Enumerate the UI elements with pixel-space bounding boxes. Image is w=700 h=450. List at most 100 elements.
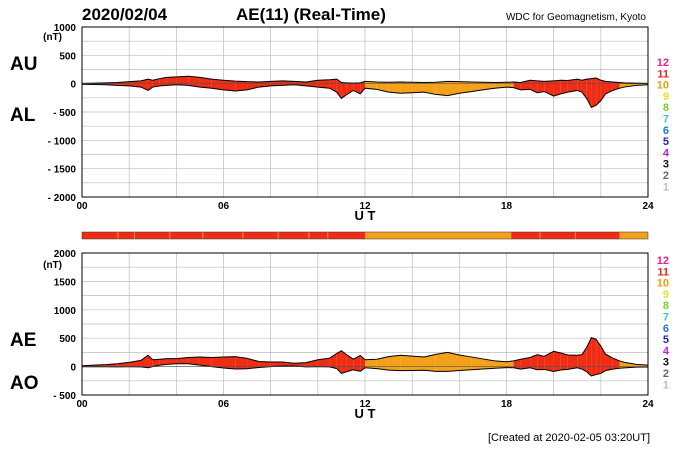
ae-ao-x-tick-label: 00 — [76, 399, 88, 410]
au-al-x-tick-label: 00 — [76, 201, 88, 212]
al-label: AL — [10, 105, 36, 126]
figure-date: 2020/02/04 — [82, 5, 168, 24]
ae-ao-range-band — [211, 356, 224, 369]
ae-ao-unit-label: (nT) — [43, 260, 62, 271]
au-al-range-band — [447, 81, 460, 96]
ae-ao-range-band — [596, 339, 601, 375]
station-availability-bar — [81, 231, 649, 240]
au-al-range-band — [223, 80, 236, 92]
ae-ao-y-ticks: 2000 1500 1000 500 0 - 500 — [53, 249, 76, 402]
au-al-range-band — [258, 81, 271, 88]
ae-ao-range-band — [270, 362, 283, 367]
ae-ao-range-band — [235, 356, 248, 370]
station-level-7: 7 — [663, 312, 669, 324]
ae-ao-y-tick-label: 500 — [59, 334, 76, 345]
ae-ao-range-band — [520, 357, 531, 370]
au-al-range-band — [553, 80, 561, 97]
au-al-x-tick-label: 18 — [501, 201, 513, 212]
station-level-7: 7 — [663, 114, 669, 126]
availability-tick — [242, 232, 244, 239]
ae-ao-x-tick-label: 18 — [501, 399, 513, 410]
au-al-range-band — [435, 81, 448, 96]
au-al-range-band — [282, 80, 295, 86]
station-level-1: 1 — [663, 379, 669, 391]
ao-label: AO — [10, 373, 39, 394]
au-al-range-band — [152, 78, 160, 88]
station-level-8: 8 — [663, 102, 669, 114]
au-label: AU — [10, 54, 37, 75]
ae-ao-x-tick-label: 12 — [359, 399, 371, 410]
au-al-range-band — [176, 76, 189, 86]
station-level-1: 1 — [663, 181, 669, 193]
ae-ao-range-band — [148, 355, 153, 368]
ae-ao-panel: 2000 1500 1000 500 0 - 500 00 06 12 18 24 (nT) AE… — [10, 249, 654, 421]
ae-ao-range-band — [365, 359, 377, 369]
au-al-range-band — [459, 81, 472, 94]
au-al-grid — [82, 27, 648, 197]
ae-ao-y-tick-label: 2000 — [54, 249, 77, 260]
au-al-x-tick-label: 06 — [218, 201, 230, 212]
station-level-10: 10 — [657, 278, 669, 290]
ae-ao-range-band — [591, 337, 597, 376]
au-al-range-band — [560, 80, 568, 94]
ae-ao-range-band — [140, 355, 149, 368]
figure-source: WDC for Geomagnetism, Kyoto — [506, 12, 646, 23]
ae-ao-range-band — [447, 352, 460, 372]
au-al-range-band — [596, 78, 601, 106]
ae-ao-range-band — [353, 355, 361, 372]
al-series-line — [81, 83, 649, 109]
au-al-range-band — [341, 82, 347, 99]
au-al-range-band — [423, 82, 436, 95]
ao-series-line — [82, 363, 649, 377]
au-al-y-ticks: 1000 500 0 - 500 - 1000 - 1500 - 2000 — [48, 23, 77, 204]
ae-ao-range-band — [567, 354, 578, 370]
au-al-x-ticks: 00 06 12 18 24 — [76, 201, 654, 212]
ae-ao-range-band — [506, 360, 514, 368]
ae-ao-range-band — [412, 356, 424, 371]
availability-tick — [133, 232, 135, 239]
station-level-5: 5 — [663, 136, 669, 148]
ae-ao-range-band — [577, 354, 582, 370]
station-level-3: 3 — [663, 357, 669, 369]
station-level-6: 6 — [663, 125, 669, 137]
ae-ao-range-band — [346, 354, 354, 372]
au-al-plot-frame — [81, 26, 649, 198]
availability-bar-frame — [81, 231, 649, 240]
au-al-range-band — [600, 80, 606, 101]
station-level-11: 11 — [657, 68, 669, 80]
au-series-line — [81, 75, 649, 84]
au-al-range-band — [520, 80, 531, 90]
au-al-range-band — [482, 82, 495, 90]
au-al-range-band — [235, 81, 248, 92]
station-level-3: 3 — [663, 159, 669, 171]
station-level-10: 10 — [657, 80, 669, 92]
station-level-12: 12 — [657, 255, 669, 267]
ae-ao-range-band — [176, 357, 189, 364]
ae-ao-range-band — [166, 358, 177, 365]
au-al-range-band — [577, 79, 582, 93]
au-al-y-tick-label: 500 — [59, 51, 76, 62]
availability-segment — [365, 232, 512, 239]
au-al-range-band — [199, 77, 212, 89]
au-al-range-band — [400, 81, 413, 94]
ae-ao-range-band — [400, 355, 413, 371]
ae-ao-range-band — [223, 356, 236, 370]
station-level-2: 2 — [663, 170, 669, 182]
au-al-range-band — [605, 81, 613, 94]
ae-ao-range-band — [306, 359, 318, 367]
availability-tick — [169, 232, 171, 239]
ae-ao-range-band — [341, 350, 347, 374]
au-al-y-tick-label: - 1000 — [48, 136, 77, 147]
ae-ao-y-tick-label: 0 — [70, 363, 76, 374]
ae-ao-range-band — [159, 358, 167, 366]
availability-tick — [202, 232, 204, 239]
ae-ao-grid — [82, 253, 648, 395]
ae-ao-y-tick-label: 1000 — [54, 306, 77, 317]
au-al-x-axis-label: U T — [355, 208, 376, 223]
ae-ao-y-tick-label: - 500 — [53, 391, 76, 402]
ae-ao-range-band — [459, 354, 472, 371]
availability-tick — [327, 232, 329, 239]
